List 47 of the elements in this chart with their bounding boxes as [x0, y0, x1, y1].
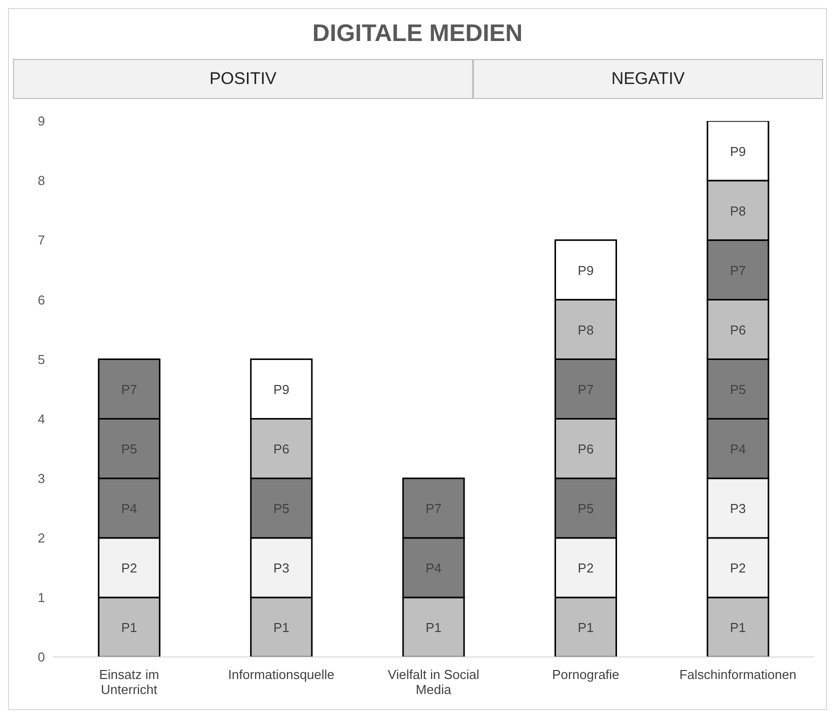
data-label: P5 [578, 501, 594, 516]
y-tick-label: 9 [38, 114, 45, 129]
data-label: P2 [730, 560, 746, 576]
data-label: P3 [730, 501, 746, 516]
y-tick-label: 3 [38, 470, 45, 486]
x-tick-label: Informationsquelle [228, 667, 334, 682]
x-tick-label: Vielfalt in Social Media [388, 667, 480, 697]
y-tick-label: 6 [38, 292, 45, 308]
text: POSITIV [13, 59, 473, 99]
data-label: P6 [730, 322, 746, 338]
y-tick-label: 4 [38, 411, 45, 426]
data-label: P4 [426, 560, 442, 576]
data-label: P1 [426, 620, 442, 636]
data-label: P7 [121, 382, 138, 397]
data-label: P1 [730, 620, 746, 636]
y-tick-label: 1 [38, 590, 45, 606]
data-label: P2 [578, 560, 594, 576]
chart-title: DIGITALE MEDIEN [311, 19, 524, 49]
data-label: P4 [121, 501, 138, 516]
data-label: P9 [730, 144, 746, 159]
x-tick-label: Falschinformationen [679, 667, 796, 682]
y-tick-label: 7 [38, 232, 45, 248]
data-label: P5 [121, 442, 138, 457]
y-tick-label: 5 [38, 352, 45, 367]
data-label: P6 [273, 442, 290, 457]
data-label: P7 [578, 382, 594, 397]
data-label: P1 [121, 620, 138, 636]
x-tick-label: Pornografie [552, 667, 620, 682]
data-label: P8 [578, 322, 594, 338]
data-label: P9 [578, 262, 594, 278]
data-label: P5 [730, 382, 746, 397]
data-label: P8 [730, 203, 746, 218]
x-tick-label: Einsatz im Unterricht [99, 667, 160, 697]
data-label: P1 [273, 620, 290, 636]
data-label: P1 [578, 620, 594, 636]
data-label: P9 [273, 382, 290, 397]
y-tick-label: 0 [38, 650, 45, 665]
data-label: P4 [730, 442, 746, 457]
data-label: P6 [578, 442, 594, 457]
data-label: P5 [273, 501, 290, 516]
y-tick-label: 2 [38, 530, 45, 546]
data-label: P7 [426, 501, 442, 516]
data-label: P7 [730, 262, 746, 278]
text: NEGATIV [473, 59, 823, 99]
y-tick-label: 8 [38, 173, 45, 188]
data-label: P3 [273, 560, 290, 576]
data-label: P2 [121, 560, 138, 576]
